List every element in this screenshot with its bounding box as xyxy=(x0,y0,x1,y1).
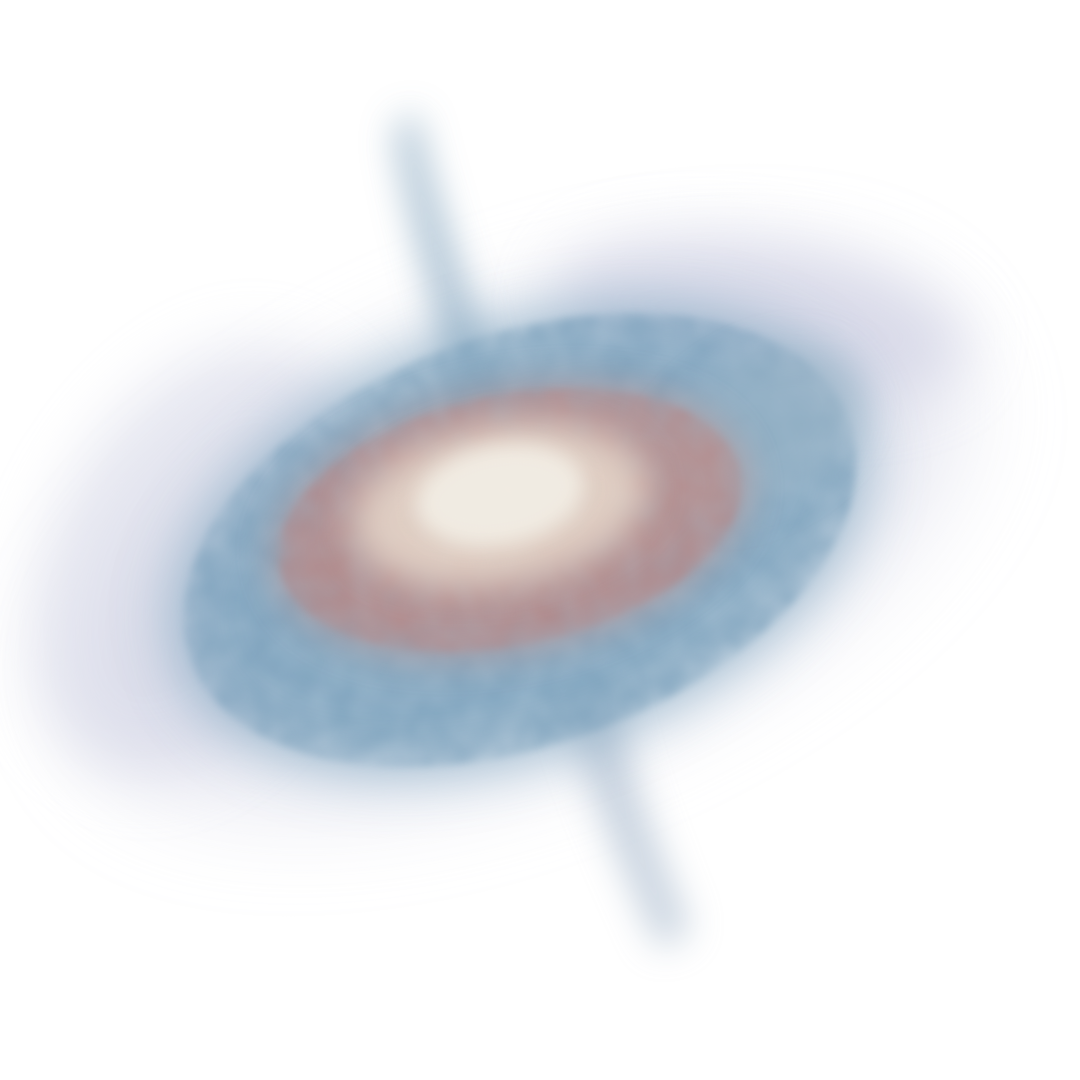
lower-stream xyxy=(560,670,690,950)
galaxy-core xyxy=(351,422,649,588)
